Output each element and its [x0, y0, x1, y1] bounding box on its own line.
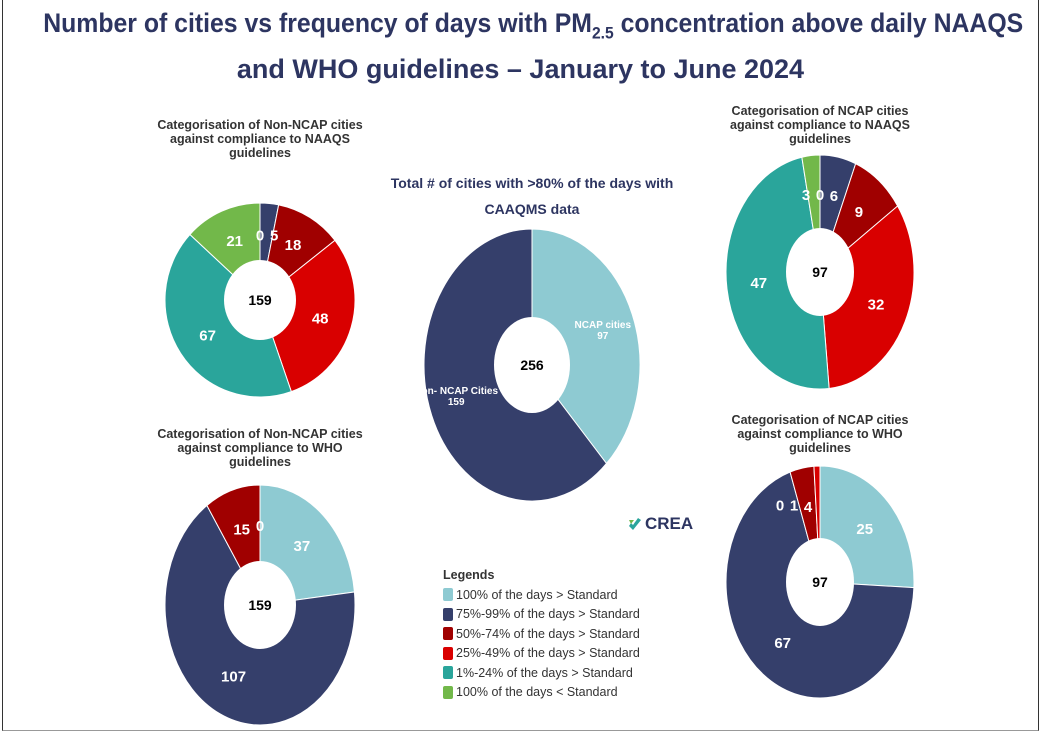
- slice-value-label: 67: [199, 328, 216, 345]
- crea-logo-icon: [629, 518, 641, 530]
- chart-title-nonncap-who: Categorisation of Non-NCAP cities against…: [157, 427, 363, 469]
- donut-hole: [786, 538, 854, 626]
- donut-slice: [819, 205, 915, 390]
- legend-item: 1%-24% of the days > Standard: [443, 663, 640, 683]
- slice-value-label: 25: [856, 521, 873, 538]
- legend-item: 100% of the days > Standard: [443, 585, 640, 605]
- slice-value-label: 21: [226, 233, 243, 250]
- legend-swatch: [443, 627, 453, 641]
- legend-label: 1%-24% of the days > Standard: [456, 665, 633, 680]
- slice-value-label: 67: [774, 635, 791, 652]
- slice-value-label: 3: [802, 187, 810, 204]
- chart-title-nonncap-naaqs: Categorisation of Non-NCAP cities against…: [157, 118, 363, 160]
- donut-hole: [494, 317, 570, 413]
- donut-slice: [531, 228, 641, 465]
- slice-value-label: 32: [868, 297, 885, 314]
- slice-value-label: 0: [256, 227, 264, 244]
- legend-label: 25%-49% of the days > Standard: [456, 646, 640, 661]
- slice-value-label: 0: [256, 518, 264, 535]
- slice-value-label: 9: [855, 204, 863, 221]
- slice-value-label: 47: [750, 275, 767, 292]
- legend-swatch: [443, 646, 453, 660]
- legend-swatch: [443, 588, 453, 602]
- slice-value-label: 0: [776, 497, 784, 514]
- slice-value-label: 5: [270, 228, 278, 245]
- slice-value-label: 48: [312, 310, 329, 327]
- legend-item: 25%-49% of the days > Standard: [443, 644, 640, 664]
- donut-hole: [224, 260, 296, 340]
- slice-value-label: 37: [294, 538, 311, 555]
- slice-value-label: 107: [221, 669, 246, 686]
- slice-value-label: 1: [790, 497, 798, 514]
- donut-center-total: 159: [248, 292, 272, 308]
- legend-label: 100% of the days < Standard: [456, 685, 618, 700]
- main-title-line2: and WHO guidelines – January to June 202…: [236, 54, 805, 84]
- crea-logo-text: CREA: [645, 514, 694, 533]
- slice-value-label: 4: [804, 499, 813, 516]
- slice-label: Non- NCAP Cities 159: [414, 386, 498, 408]
- main-title-line1: Number of cities vs frequency of days wi…: [43, 8, 1024, 43]
- legend-swatch: [443, 666, 453, 680]
- slice-value-label: 18: [285, 237, 302, 254]
- legend-item: 100% of the days < Standard: [443, 683, 640, 703]
- legend-label: 50%-74% of the days > Standard: [456, 626, 640, 641]
- slice-value-label: 0: [816, 187, 824, 204]
- donut-hole: [786, 228, 854, 316]
- legend-label: 100% of the days > Standard: [456, 587, 618, 602]
- donut-center-total: 256: [520, 357, 544, 373]
- chart-title-total: Total # of cities with >80% of the days …: [390, 175, 674, 217]
- slice-label: NCAP cities 97: [575, 320, 632, 342]
- donut-slice: [725, 156, 830, 390]
- legend-swatch: [443, 607, 453, 621]
- chart-title-ncap-naaqs: Categorisation of NCAP cities against com…: [730, 104, 910, 146]
- legend-swatch: [443, 685, 453, 699]
- slice-value-label: 15: [233, 521, 250, 538]
- legend-heading: Legends: [443, 568, 495, 582]
- legend: Legends 100% of the days > Standard 75%-…: [443, 568, 640, 702]
- legend-item: 75%-99% of the days > Standard: [443, 605, 640, 625]
- donut-slice: [259, 239, 356, 393]
- donut-hole: [224, 561, 296, 649]
- donut-center-total: 97: [812, 264, 828, 280]
- crea-logo: CREA: [628, 514, 693, 534]
- chart-title-ncap-who: Categorisation of NCAP cities against com…: [731, 413, 909, 455]
- legend-item: 50%-74% of the days > Standard: [443, 624, 640, 644]
- legend-label: 75%-99% of the days > Standard: [456, 607, 640, 622]
- donut-center-total: 159: [248, 597, 272, 613]
- donut-center-total: 97: [812, 574, 828, 590]
- slice-value-label: 6: [830, 188, 838, 205]
